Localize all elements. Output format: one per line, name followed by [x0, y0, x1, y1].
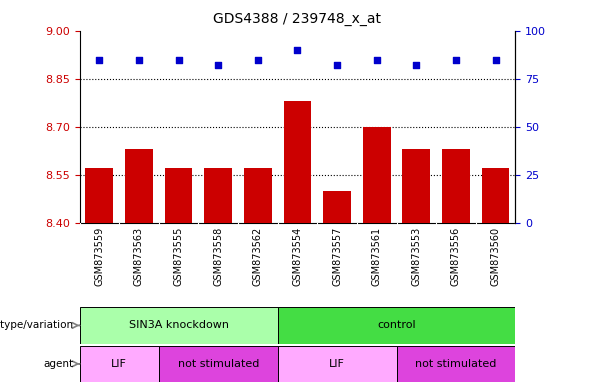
Text: GSM873558: GSM873558 [213, 227, 223, 286]
Text: not stimulated: not stimulated [177, 359, 259, 369]
Text: GSM873562: GSM873562 [253, 227, 263, 286]
Point [451, 56, 461, 63]
Bar [80, 307, 277, 344]
Bar [482, 168, 509, 223]
Bar [277, 346, 396, 382]
Text: LIF: LIF [111, 359, 127, 369]
Point [332, 62, 342, 68]
Point [134, 56, 144, 63]
Text: control: control [377, 320, 416, 331]
Bar [85, 168, 113, 223]
Text: GSM873556: GSM873556 [451, 227, 461, 286]
Bar [159, 346, 277, 382]
Text: GSM873553: GSM873553 [411, 227, 421, 286]
Bar [323, 191, 351, 223]
Point [293, 47, 302, 53]
Text: GSM873554: GSM873554 [293, 227, 302, 286]
Bar [363, 127, 391, 223]
Point [174, 56, 183, 63]
Text: agent: agent [44, 359, 74, 369]
Text: genotype/variation: genotype/variation [0, 320, 74, 331]
Text: not stimulated: not stimulated [415, 359, 497, 369]
Bar [277, 307, 515, 344]
Bar [402, 149, 430, 223]
Bar [396, 346, 515, 382]
Point [372, 56, 382, 63]
Text: GSM873557: GSM873557 [332, 227, 342, 286]
Bar [125, 149, 153, 223]
Bar [442, 149, 470, 223]
Bar [283, 101, 312, 223]
Text: GSM873555: GSM873555 [174, 227, 184, 286]
Point [253, 56, 263, 63]
Text: GSM873563: GSM873563 [134, 227, 144, 286]
Point [213, 62, 223, 68]
Bar [80, 346, 159, 382]
Text: SIN3A knockdown: SIN3A knockdown [128, 320, 229, 331]
Text: GSM873560: GSM873560 [491, 227, 501, 286]
Text: LIF: LIF [329, 359, 345, 369]
Text: GSM873561: GSM873561 [372, 227, 382, 286]
Point [95, 56, 104, 63]
Point [491, 56, 500, 63]
Bar [204, 168, 232, 223]
Bar [244, 168, 272, 223]
Bar [165, 168, 193, 223]
Point [412, 62, 421, 68]
Text: GSM873559: GSM873559 [94, 227, 104, 286]
Title: GDS4388 / 239748_x_at: GDS4388 / 239748_x_at [213, 12, 382, 25]
